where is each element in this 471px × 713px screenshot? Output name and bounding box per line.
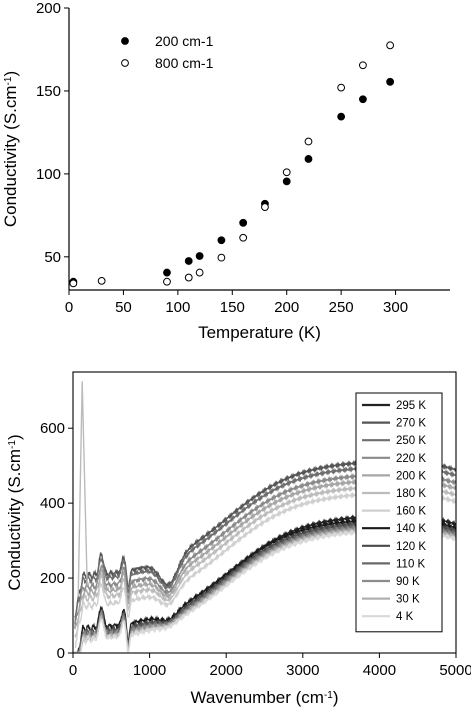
data-point-200 [282,177,291,186]
legend-label: 180 K [396,488,426,500]
legend-marker [121,37,129,45]
x-tick-label: 3000 [286,662,319,679]
y-axis-title-main: Conductivity (S.cm [1,85,20,227]
data-point-800 [304,137,313,146]
y-tick-label: 400 [40,495,65,512]
data-point-800 [359,61,367,70]
data-point-800 [386,41,395,50]
y-axis-title: Conductivity (S.cm-1) [1,71,20,227]
data-point-800 [239,233,248,242]
legend-label: 270 K [396,418,426,430]
data-point-800 [163,277,171,286]
legend-label: 800 cm-1 [155,55,214,71]
x-tick-label: 300 [383,299,408,316]
plot-frame [72,371,457,654]
data-point-200 [304,155,313,163]
wavenumber-conductivity-spectra: 0 1000 2000 3000 4000 5000 0 200 400 600 Wavenumbe… [5,371,471,707]
y-axis-title-sup: -1 [3,76,14,85]
legend-label: 30 K [396,594,420,606]
x-tick-label: 5000 [439,662,471,679]
x-tick-label: 200 [274,299,299,316]
y-tick-label: 0 [57,645,65,662]
y-tick-label: 200 [40,570,65,587]
data-point-200 [337,112,346,121]
legend-label: 220 K [396,453,426,465]
y-axis-title-main: Conductivity (S.cm [5,449,24,591]
y-axis-title-close: ) [5,434,24,440]
legend-label: 140 K [396,523,426,535]
y-axis-title: Conductivity (S.cm-1) [5,434,24,590]
data-point-200 [386,77,395,86]
data-point-800 [217,253,226,262]
legend-label: 90 K [396,576,420,588]
data-point-200 [195,252,204,260]
x-tick-label: 100 [165,299,190,316]
y-tick-label: 100 [36,166,61,183]
legend-box [355,392,443,633]
x-tick-label: 2000 [210,662,243,679]
x-tick-label: 250 [329,299,354,316]
data-point-800 [261,203,269,211]
data-point-200 [359,95,367,104]
legend-label: 295 K [396,400,426,412]
x-tick-label: 4000 [363,662,396,679]
data-point-200 [184,257,193,265]
y-axis-title-close: ) [1,71,20,77]
data-point-800 [184,273,193,282]
temperature-conductivity-scatter: 0 50 100 150 200 250 300 50 100 150 200 Temperature… [1,0,450,342]
x-axis-title-main: Wavenumber (cm [190,688,324,707]
legend-label: 250 K [396,435,426,447]
x-tick-label: 150 [220,299,245,316]
y-tick-label: 50 [44,249,61,266]
y-tick-label: 600 [40,420,65,437]
data-point-800 [337,83,346,92]
x-axis-title-close: ) [333,688,339,707]
data-point-800 [195,268,204,277]
legend-label: 120 K [396,541,426,553]
data-point-200 [163,268,171,277]
legend-marker [121,59,129,67]
x-axis-title: Temperature (K) [198,323,321,342]
data-point-200 [239,218,248,227]
y-axis-title-sup: -1 [7,440,18,449]
x-tick-label: 50 [115,299,132,316]
data-point-800 [97,276,106,285]
spike-line [77,381,88,597]
legend-label: 160 K [396,506,426,518]
legend-label: 4 K [396,611,414,623]
legend-label: 110 K [396,558,426,570]
y-tick-label: 150 [36,83,61,100]
legend-label: 200 cm-1 [155,33,214,49]
x-axis-title-sup: -1 [324,690,333,701]
x-tick-label: 1000 [133,662,166,679]
x-axis-title: Wavenumber (cm-1) [190,688,338,707]
legend-label: 200 K [396,470,426,482]
x-tick-label: 0 [65,299,73,316]
data-point-800 [282,168,291,177]
x-tick-label: 0 [69,662,77,679]
data-point-800 [69,279,78,288]
y-tick-label: 200 [36,0,61,17]
data-point-200 [217,236,226,245]
